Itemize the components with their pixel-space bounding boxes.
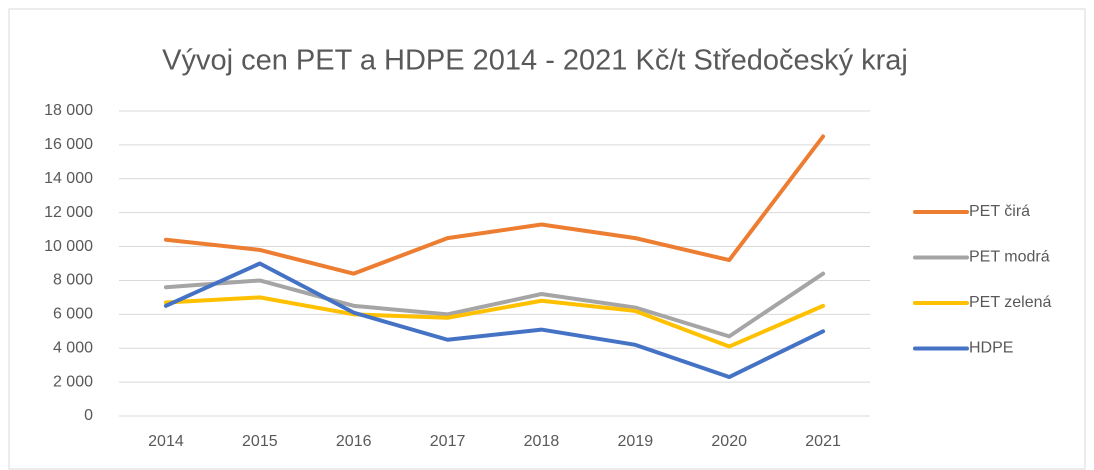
legend-label: PET čirá <box>969 203 1030 220</box>
x-tick-label: 2017 <box>430 433 466 450</box>
y-tick-label: 6 000 <box>53 306 93 323</box>
y-tick-label: 10 000 <box>44 238 93 255</box>
line-series <box>163 134 826 276</box>
x-tick-label: 2021 <box>805 433 841 450</box>
x-tick-label: 2014 <box>148 433 184 450</box>
y-tick-label: 8 000 <box>53 272 93 289</box>
legend-label: PET zelená <box>969 294 1052 311</box>
y-tick-label: 4 000 <box>53 339 93 356</box>
y-tick-label: 18 000 <box>44 102 93 119</box>
chart-title: Vývoj cen PET a HDPE 2014 - 2021 Kč/t St… <box>162 45 908 77</box>
line-series <box>163 295 826 349</box>
line-series <box>163 271 826 339</box>
y-tick-label: 0 <box>84 407 93 424</box>
line-series <box>163 261 826 380</box>
x-tick-label: 2015 <box>242 433 278 450</box>
x-tick-label: 2020 <box>711 433 747 450</box>
y-tick-label: 14 000 <box>44 170 93 187</box>
y-tick-label: 12 000 <box>44 204 93 221</box>
x-tick-label: 2016 <box>336 433 372 450</box>
legend-label: HDPE <box>969 340 1013 357</box>
chart-border <box>8 8 1086 470</box>
y-tick-label: 16 000 <box>44 136 93 153</box>
legend-label: PET modrá <box>969 249 1050 266</box>
x-tick-label: 2018 <box>524 433 560 450</box>
x-tick-label: 2019 <box>618 433 654 450</box>
y-tick-label: 2 000 <box>53 373 93 390</box>
